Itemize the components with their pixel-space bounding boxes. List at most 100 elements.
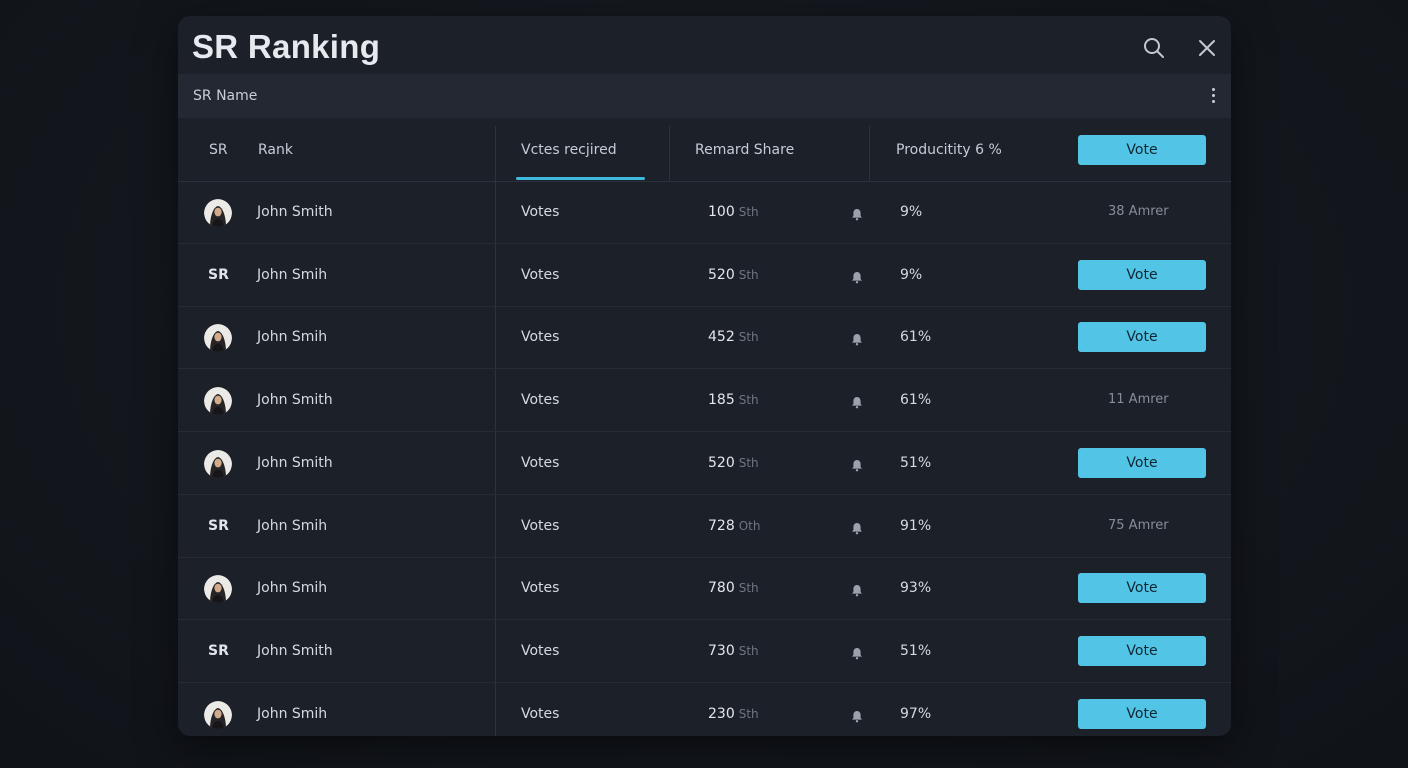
avatar: [204, 324, 232, 352]
reward-amount: 100 Sth: [708, 204, 759, 220]
table-row: John Smith Votes 100 Sth 9% 38 Amrer: [178, 181, 1231, 244]
sr-name: John Smih: [257, 329, 328, 345]
avatar: [204, 575, 232, 603]
sr-name: John Smith: [257, 392, 333, 408]
table-row: SR John Smih Votes 520 Sth 9% Vote: [178, 244, 1231, 307]
reward-amount: 780 Sth: [708, 580, 759, 596]
productivity-percent: 91%: [900, 518, 932, 534]
status-text: 11 Amrer: [1108, 392, 1169, 407]
productivity-percent: 61%: [900, 392, 932, 408]
reward-amount: 730 Sth: [708, 643, 759, 659]
title-bar: SR Ranking: [178, 16, 1231, 74]
status-text: 75 Amrer: [1108, 518, 1169, 533]
avatar: [204, 701, 232, 729]
table-row: John Smith Votes 520 Sth 51% Vote: [178, 432, 1231, 495]
amount-unit: Oth: [738, 519, 761, 533]
search-icon[interactable]: [1142, 36, 1166, 60]
table-row: SR John Smith Votes 730 Sth 51% Vote: [178, 620, 1231, 683]
page-title: SR Ranking: [192, 28, 381, 65]
productivity-percent: 61%: [900, 329, 932, 345]
sr-name: John Smih: [257, 706, 328, 722]
votes-label: Votes: [521, 204, 560, 220]
amount-unit: Sth: [738, 205, 759, 219]
votes-label: Votes: [521, 329, 560, 345]
vote-button[interactable]: Vote: [1078, 699, 1206, 729]
rank-label: SR: [208, 267, 229, 283]
amount-value: 452: [708, 329, 735, 345]
vote-button[interactable]: Vote: [1078, 636, 1206, 666]
table-row: John Smith Votes 185 Sth 61% 11 Amrer: [178, 369, 1231, 432]
votes-label: Votes: [521, 580, 560, 596]
sr-name: John Smih: [257, 580, 328, 596]
table-row: John Smih Votes 452 Sth 61% Vote: [178, 306, 1231, 369]
sr-name: John Smith: [257, 455, 333, 471]
bell-icon: [851, 582, 863, 597]
header-vote-button[interactable]: Vote: [1078, 135, 1206, 165]
column-divider: [869, 126, 870, 181]
rank-label: SR: [208, 518, 229, 534]
more-options-icon[interactable]: [1209, 86, 1217, 106]
amount-unit: Sth: [738, 268, 759, 282]
close-icon[interactable]: [1195, 36, 1219, 60]
reward-amount: 185 Sth: [708, 392, 759, 408]
amount-value: 230: [708, 706, 735, 722]
amount-value: 520: [708, 267, 735, 283]
amount-value: 728: [708, 518, 735, 534]
reward-amount: 520 Sth: [708, 455, 759, 471]
bell-icon: [851, 645, 863, 660]
amount-unit: Sth: [738, 456, 759, 470]
productivity-percent: 93%: [900, 580, 932, 596]
tab-productivity[interactable]: Producitity 6 %: [896, 142, 1002, 158]
column-divider: [669, 126, 670, 181]
productivity-percent: 51%: [900, 643, 932, 659]
votes-label: Votes: [521, 518, 560, 534]
amount-unit: Sth: [738, 581, 759, 595]
status-text: 38 Amrer: [1108, 204, 1169, 219]
sr-ranking-dialog: SR Ranking SR Name SR Rank: [178, 16, 1231, 736]
sr-name: John Smih: [257, 267, 328, 283]
productivity-percent: 9%: [900, 267, 923, 283]
votes-label: Votes: [521, 267, 560, 283]
table-row: John Smih Votes 780 Sth 93% Vote: [178, 557, 1231, 620]
bell-icon: [851, 331, 863, 346]
tab-votes-required[interactable]: Vctes recjired: [521, 142, 617, 158]
amount-value: 780: [708, 580, 735, 596]
amount-value: 100: [708, 204, 735, 220]
amount-value: 730: [708, 643, 735, 659]
productivity-percent: 51%: [900, 455, 932, 471]
active-tab-indicator: [516, 177, 645, 180]
avatar: [204, 387, 232, 415]
bell-icon: [851, 520, 863, 535]
tab-reward-share[interactable]: Remard Share: [695, 142, 795, 158]
amount-value: 520: [708, 455, 735, 471]
amount-unit: Sth: [738, 330, 759, 344]
vote-button[interactable]: Vote: [1078, 322, 1206, 352]
column-header-sr: SR: [209, 142, 228, 158]
reward-amount: 230 Sth: [708, 706, 759, 722]
bell-icon: [851, 708, 863, 723]
reward-amount: 728 Oth: [708, 518, 761, 534]
amount-unit: Sth: [738, 707, 759, 721]
avatar: [204, 199, 232, 227]
bell-icon: [851, 206, 863, 221]
votes-label: Votes: [521, 455, 560, 471]
vote-button[interactable]: Vote: [1078, 260, 1206, 290]
column-header-rank[interactable]: Rank: [258, 142, 293, 158]
sr-name: John Smith: [257, 643, 333, 659]
avatar: [204, 450, 232, 478]
bell-icon: [851, 457, 863, 472]
votes-label: Votes: [521, 392, 560, 408]
productivity-percent: 97%: [900, 706, 932, 722]
column-header-row: SR Rank Vctes recjired Remard Share Prod…: [178, 118, 1231, 182]
rank-label: SR: [208, 643, 229, 659]
votes-label: Votes: [521, 643, 560, 659]
vote-button[interactable]: Vote: [1078, 448, 1206, 478]
table-row: John Smih Votes 230 Sth 97% Vote: [178, 683, 1231, 736]
vote-button[interactable]: Vote: [1078, 573, 1206, 603]
sr-name: John Smih: [257, 518, 328, 534]
reward-amount: 452 Sth: [708, 329, 759, 345]
bell-icon: [851, 269, 863, 284]
amount-unit: Sth: [738, 393, 759, 407]
reward-amount: 520 Sth: [708, 267, 759, 283]
